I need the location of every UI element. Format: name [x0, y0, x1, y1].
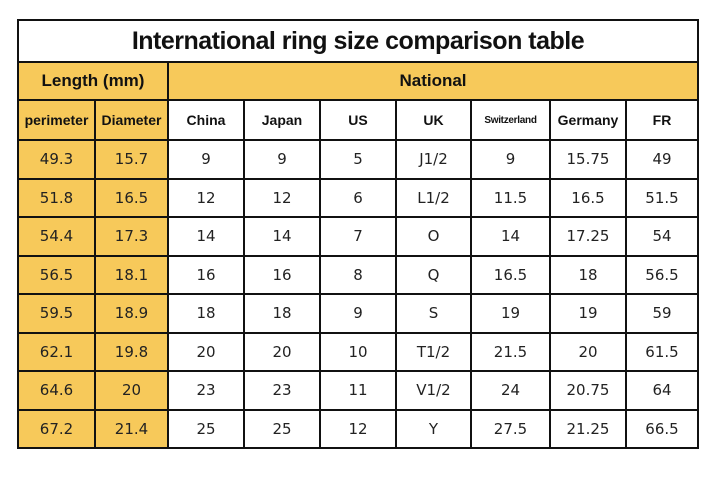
cell-germany: 19 — [549, 293, 627, 334]
cell-diameter: 16.5 — [94, 177, 169, 218]
cell-perimeter: 51.8 — [17, 177, 96, 218]
length-group-header: Length (mm) — [17, 61, 169, 101]
table-row: 54.4 17.3 14 14 7 O 14 17.25 54 — [17, 216, 699, 257]
cell-switzerland: 21.5 — [470, 331, 551, 372]
cell-germany: 17.25 — [549, 216, 627, 257]
column-header-germany: Germany — [549, 99, 627, 141]
cell-us: 11 — [319, 370, 397, 411]
column-header-japan: Japan — [243, 99, 321, 141]
cell-switzerland: 9 — [470, 139, 551, 180]
column-header-row: perimeter Diameter China Japan US UK Swi… — [17, 99, 699, 141]
column-header-china: China — [167, 99, 245, 141]
cell-china: 18 — [167, 293, 245, 334]
cell-china: 25 — [167, 408, 245, 449]
cell-fr: 66.5 — [625, 408, 699, 449]
cell-germany: 18 — [549, 254, 627, 295]
title-row: International ring size comparison table — [17, 19, 699, 63]
table-row: 49.3 15.7 9 9 5 J1/2 9 15.75 49 — [17, 139, 699, 180]
cell-diameter: 17.3 — [94, 216, 169, 257]
cell-fr: 64 — [625, 370, 699, 411]
cell-switzerland: 11.5 — [470, 177, 551, 218]
table-title: International ring size comparison table — [17, 19, 699, 63]
cell-germany: 20 — [549, 331, 627, 372]
cell-diameter: 19.8 — [94, 331, 169, 372]
cell-japan: 12 — [243, 177, 321, 218]
cell-japan: 23 — [243, 370, 321, 411]
group-header-row: Length (mm) National — [17, 61, 699, 101]
ring-size-table-container: International ring size comparison table… — [17, 19, 699, 449]
column-header-fr: FR — [625, 99, 699, 141]
table-row: 59.5 18.9 18 18 9 S 19 19 59 — [17, 293, 699, 334]
cell-germany: 20.75 — [549, 370, 627, 411]
cell-diameter: 21.4 — [94, 408, 169, 449]
cell-switzerland: 19 — [470, 293, 551, 334]
cell-uk: O — [395, 216, 472, 257]
cell-diameter: 18.9 — [94, 293, 169, 334]
cell-us: 7 — [319, 216, 397, 257]
cell-perimeter: 67.2 — [17, 408, 96, 449]
cell-diameter: 18.1 — [94, 254, 169, 295]
cell-uk: V1/2 — [395, 370, 472, 411]
cell-germany: 16.5 — [549, 177, 627, 218]
cell-uk: J1/2 — [395, 139, 472, 180]
table-row: 64.6 20 23 23 11 V1/2 24 20.75 64 — [17, 370, 699, 411]
cell-germany: 21.25 — [549, 408, 627, 449]
cell-perimeter: 62.1 — [17, 331, 96, 372]
cell-japan: 20 — [243, 331, 321, 372]
table-row: 67.2 21.4 25 25 12 Y 27.5 21.25 66.5 — [17, 408, 699, 449]
cell-fr: 59 — [625, 293, 699, 334]
cell-japan: 18 — [243, 293, 321, 334]
cell-fr: 49 — [625, 139, 699, 180]
cell-us: 8 — [319, 254, 397, 295]
table-row: 62.1 19.8 20 20 10 T1/2 21.5 20 61.5 — [17, 331, 699, 372]
cell-switzerland: 27.5 — [470, 408, 551, 449]
cell-uk: Q — [395, 254, 472, 295]
table-body: 49.3 15.7 9 9 5 J1/2 9 15.75 49 51.8 16.5 12 12 6 L1/2… — [17, 139, 699, 449]
table-row: 51.8 16.5 12 12 6 L1/2 11.5 16.5 51.5 — [17, 177, 699, 218]
cell-china: 23 — [167, 370, 245, 411]
cell-uk: S — [395, 293, 472, 334]
cell-switzerland: 24 — [470, 370, 551, 411]
cell-fr: 54 — [625, 216, 699, 257]
cell-uk: Y — [395, 408, 472, 449]
cell-switzerland: 14 — [470, 216, 551, 257]
column-header-diameter: Diameter — [94, 99, 169, 141]
cell-fr: 51.5 — [625, 177, 699, 218]
cell-japan: 16 — [243, 254, 321, 295]
column-header-uk: UK — [395, 99, 472, 141]
table-row: 56.5 18.1 16 16 8 Q 16.5 18 56.5 — [17, 254, 699, 295]
ring-size-table: International ring size comparison table… — [17, 19, 699, 449]
cell-us: 6 — [319, 177, 397, 218]
column-header-perimeter: perimeter — [17, 99, 96, 141]
column-header-us: US — [319, 99, 397, 141]
cell-china: 12 — [167, 177, 245, 218]
cell-fr: 61.5 — [625, 331, 699, 372]
column-header-switzerland: Switzerland — [470, 99, 551, 141]
cell-fr: 56.5 — [625, 254, 699, 295]
cell-japan: 14 — [243, 216, 321, 257]
cell-us: 5 — [319, 139, 397, 180]
cell-diameter: 15.7 — [94, 139, 169, 180]
cell-china: 20 — [167, 331, 245, 372]
cell-us: 10 — [319, 331, 397, 372]
cell-uk: L1/2 — [395, 177, 472, 218]
cell-perimeter: 49.3 — [17, 139, 96, 180]
cell-china: 9 — [167, 139, 245, 180]
cell-us: 9 — [319, 293, 397, 334]
cell-perimeter: 64.6 — [17, 370, 96, 411]
cell-diameter: 20 — [94, 370, 169, 411]
national-group-header: National — [167, 61, 699, 101]
cell-perimeter: 54.4 — [17, 216, 96, 257]
cell-perimeter: 56.5 — [17, 254, 96, 295]
cell-germany: 15.75 — [549, 139, 627, 180]
cell-china: 16 — [167, 254, 245, 295]
cell-japan: 9 — [243, 139, 321, 180]
cell-perimeter: 59.5 — [17, 293, 96, 334]
cell-switzerland: 16.5 — [470, 254, 551, 295]
cell-china: 14 — [167, 216, 245, 257]
cell-uk: T1/2 — [395, 331, 472, 372]
cell-japan: 25 — [243, 408, 321, 449]
cell-us: 12 — [319, 408, 397, 449]
